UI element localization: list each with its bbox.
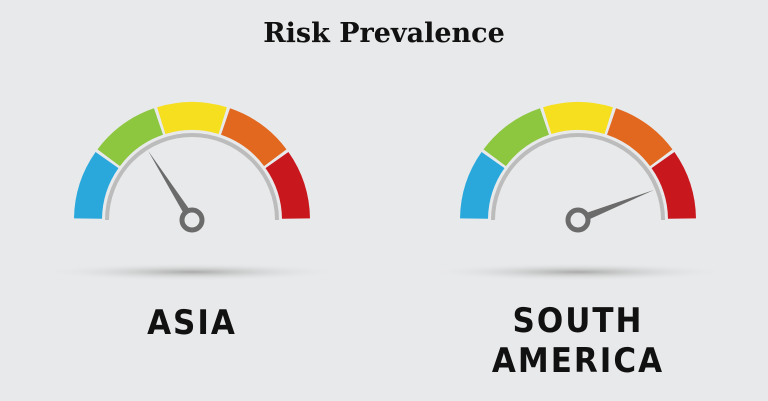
gauge-segment [651,151,696,219]
gauge-label-asia: ASIA [147,303,237,343]
gauge-shadow [42,263,342,281]
gauge-segment [265,151,310,219]
gauge-shadow [428,263,728,281]
gauge-segment [221,108,287,167]
gauge-segment [543,102,613,135]
gauge-segment [460,151,505,219]
gauge-inner-arc [491,133,665,221]
gauge-needle-hub [179,207,205,233]
gauge-needle [576,189,655,224]
gauge-label-south-america: SOUTH AMERICA [491,301,665,381]
page-title: Risk Prevalence [263,18,505,49]
gauge-segment [483,108,549,167]
gauge-segment [97,108,163,167]
gauge-segment [74,151,119,219]
gauge-needle-hub [565,207,591,233]
gauge-segment [157,102,227,135]
gauge-needle [148,150,196,223]
gauge-inner-arc [105,133,279,221]
gauge-segment [607,108,673,167]
